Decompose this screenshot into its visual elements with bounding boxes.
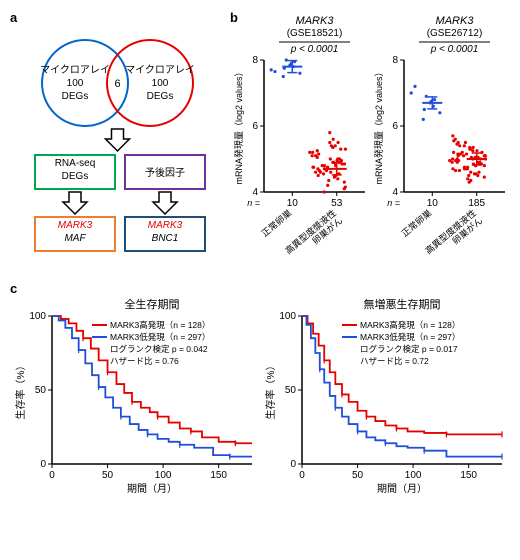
- svg-text:MARK3高発現（n = 128）: MARK3高発現（n = 128）: [360, 320, 460, 330]
- svg-text:RNA-seq: RNA-seq: [55, 158, 96, 169]
- svg-text:4: 4: [392, 187, 398, 198]
- svg-text:6: 6: [114, 78, 120, 90]
- svg-text:期間（月）: 期間（月）: [377, 483, 427, 495]
- svg-text:MARK3: MARK3: [58, 220, 93, 231]
- svg-text:ログランク検定 p = 0.042: ログランク検定 p = 0.042: [110, 344, 208, 354]
- svg-text:(GSE26712): (GSE26712): [427, 28, 483, 39]
- svg-text:0: 0: [49, 470, 55, 481]
- svg-text:ログランク検定 p = 0.017: ログランク検定 p = 0.017: [360, 344, 458, 354]
- svg-text:100: 100: [67, 78, 84, 89]
- svg-text:生存率（%）: 生存率（%）: [14, 361, 27, 420]
- svg-text:マイクロアレイ: マイクロアレイ: [40, 64, 110, 76]
- svg-text:予後因子: 予後因子: [145, 166, 185, 179]
- svg-text:100: 100: [405, 470, 422, 481]
- svg-text:DEGs: DEGs: [62, 171, 89, 182]
- svg-text:ハザード比 = 0.72: ハザード比 = 0.72: [360, 356, 429, 366]
- svg-text:マイクロアレイ: マイクロアレイ: [125, 64, 195, 76]
- svg-text:8: 8: [392, 55, 398, 66]
- svg-text:(GSE18521): (GSE18521): [287, 28, 343, 39]
- svg-text:150: 150: [460, 470, 477, 481]
- svg-text:p < 0.0001: p < 0.0001: [430, 44, 479, 55]
- svg-text:53: 53: [331, 198, 343, 209]
- svg-text:0: 0: [290, 459, 296, 470]
- svg-text:無増悪生存期間: 無増悪生存期間: [364, 297, 441, 311]
- panel-b-label: b: [230, 10, 238, 25]
- svg-text:100: 100: [29, 311, 46, 322]
- svg-text:n =: n =: [247, 198, 260, 208]
- svg-text:50: 50: [102, 470, 114, 481]
- svg-text:6: 6: [392, 121, 398, 132]
- svg-text:期間（月）: 期間（月）: [127, 483, 177, 495]
- row-ab: a マイクロアレイ 100 DEGs マイクロアレイ 100 DEGs 6 RNA-seq DE…: [10, 10, 510, 275]
- svg-text:MARK3: MARK3: [436, 15, 475, 27]
- panel-a-svg: マイクロアレイ 100 DEGs マイクロアレイ 100 DEGs 6 RNA-seq DEGs…: [10, 25, 230, 275]
- svg-text:0: 0: [299, 470, 305, 481]
- svg-text:MARK3: MARK3: [148, 220, 183, 231]
- svg-text:50: 50: [352, 470, 364, 481]
- svg-text:DEGs: DEGs: [147, 91, 174, 102]
- figure: a マイクロアレイ100DEGsマイクロアレイ100DEGs6RNA-seqDE…: [10, 10, 510, 496]
- svg-text:50: 50: [285, 385, 297, 396]
- panel-a-label: a: [10, 10, 230, 25]
- svg-text:BNC1: BNC1: [152, 233, 179, 244]
- panel-c-chart-1: 全生存期間 0 50 100 150 0 50 100 期間（月） 生存率（%） MARK3高発現（…: [10, 296, 260, 496]
- panel-a: a マイクロアレイ 100 DEGs マイクロアレイ 100 DEGs 6 RNA-seq DE…: [10, 10, 230, 275]
- svg-text:MARK3低発現（n = 297）: MARK3低発現（n = 297）: [110, 332, 210, 342]
- panel-c-label: c: [10, 281, 510, 296]
- panel-b-chart-1: MARK3(GSE18521) p < 0.0001 4 6 8 mRNA発現量（log2…: [230, 10, 370, 270]
- svg-text:mRNA発現量（log2 values）: mRNA発現量（log2 values）: [233, 67, 244, 184]
- svg-text:MARK3低発現（n = 297）: MARK3低発現（n = 297）: [360, 332, 460, 342]
- svg-text:正常卵巣: 正常卵巣: [259, 207, 294, 239]
- svg-text:0: 0: [40, 459, 46, 470]
- svg-text:MARK3高発現（n = 128）: MARK3高発現（n = 128）: [110, 320, 210, 330]
- svg-text:100: 100: [152, 78, 169, 89]
- panel-c: c 全生存期間 0 50 100 150 0 50 100 期間（月） 生存率（%） MARK3高発…: [10, 281, 510, 496]
- svg-text:100: 100: [279, 311, 296, 322]
- panel-c-chart-2: 無増悪生存期間 0 50 100 150 0 50 100 期間（月） 生存率（%） MARK3高発…: [260, 296, 510, 496]
- svg-text:MAF: MAF: [64, 233, 86, 244]
- svg-text:150: 150: [210, 470, 227, 481]
- svg-text:生存率（%）: 生存率（%）: [264, 361, 277, 420]
- svg-text:6: 6: [252, 121, 258, 132]
- svg-text:4: 4: [252, 187, 258, 198]
- svg-text:正常卵巣: 正常卵巣: [399, 207, 434, 239]
- svg-text:n =: n =: [387, 198, 400, 208]
- panel-b: b MARK3(GSE18521)p < 0.0001468mRNA発現量（lo…: [230, 10, 510, 275]
- svg-text:100: 100: [155, 470, 172, 481]
- panel-b-chart-2: MARK3(GSE26712) p < 0.0001 4 6 8 mRNA発現量（log2…: [370, 10, 510, 270]
- svg-text:8: 8: [252, 55, 258, 66]
- svg-text:50: 50: [35, 385, 47, 396]
- svg-text:DEGs: DEGs: [62, 91, 89, 102]
- svg-text:10: 10: [427, 198, 439, 209]
- svg-text:ハザード比 = 0.76: ハザード比 = 0.76: [110, 356, 179, 366]
- svg-text:mRNA発現量（log2 values）: mRNA発現量（log2 values）: [373, 67, 384, 184]
- svg-text:MARK3: MARK3: [296, 15, 335, 27]
- svg-text:10: 10: [287, 198, 299, 209]
- svg-text:全生存期間: 全生存期間: [125, 297, 180, 311]
- svg-text:p < 0.0001: p < 0.0001: [290, 44, 339, 55]
